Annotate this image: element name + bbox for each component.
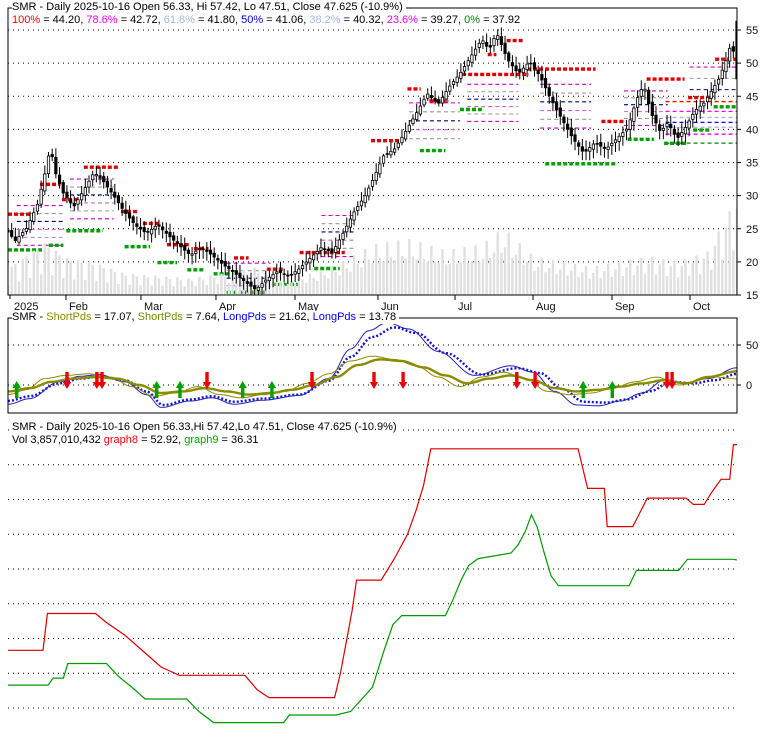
legend-part: = 37.92 xyxy=(480,14,521,26)
x-tick-label: May xyxy=(298,301,319,313)
legend-part: graph8 xyxy=(103,434,139,446)
volume-bars xyxy=(8,209,737,295)
legend-part: ShortPds xyxy=(137,311,183,323)
panel3-ohlc-title: SMR - Daily 2025-10-16 Open 56.33,Hi 57.… xyxy=(12,421,397,433)
panel3-grid xyxy=(8,429,737,709)
legend-part: = 17.07, xyxy=(91,311,138,323)
panel1-ohlc-title: SMR - Daily 2025-10-16 Open 56.33, Hi 57… xyxy=(12,1,403,13)
down-arrow-icon xyxy=(62,372,72,389)
legend-part: graph9 xyxy=(184,434,219,446)
legend-part: 100% xyxy=(12,14,41,26)
panel3-title: SMR - Daily 2025-10-16 Open 56.33,Hi 57.… xyxy=(12,421,400,434)
y-tick-label: 25 xyxy=(746,224,758,236)
y-tick-label: 35 xyxy=(746,158,758,170)
y-tick-label: 0 xyxy=(746,380,752,392)
panel1-title: SMR - Daily 2025-10-16 Open 56.33, Hi 57… xyxy=(12,1,406,14)
x-tick-label: Feb xyxy=(69,301,88,313)
legend-part: = 40.32, xyxy=(340,14,387,26)
stop-line-graph9 xyxy=(8,513,737,724)
legend-part: = 42.72, xyxy=(117,14,164,26)
panel1-x-axis: 2025 Feb Mar Apr May Jun Jul Aug Sep Oct xyxy=(9,295,710,313)
legend-part: = 13.78 xyxy=(356,311,397,323)
legend-part: = 36.31 xyxy=(218,434,259,446)
y-tick-label: 15 xyxy=(746,290,758,302)
legend-part: 38.2% xyxy=(309,14,341,26)
panel1-fib-legend: 100% = 44.20, 78.6% = 42.72, 61.8% = 41.… xyxy=(12,14,524,27)
y-tick-label: 50 xyxy=(746,340,758,352)
legend-part: SMR - xyxy=(12,311,47,323)
down-arrow-icon xyxy=(667,372,677,389)
oscillator-lines xyxy=(8,322,737,408)
panel1-grid xyxy=(8,29,737,263)
panel3-volume-legend: Vol 3,857,010,432 graph8 = 52.92, graph9… xyxy=(12,434,262,447)
panel1-overlays xyxy=(8,38,737,295)
legend-part: 23.6% xyxy=(386,14,418,26)
legend-part: LongPds xyxy=(312,311,357,323)
legend-part: = 21.62, xyxy=(266,311,313,323)
down-arrow-icon xyxy=(662,372,672,389)
panel2-y-axis: 50 0 xyxy=(737,340,758,392)
legend-part: 61.8% xyxy=(163,14,195,26)
legend-part: Vol 3,857,010,432 xyxy=(12,434,104,446)
y-tick-label: 50 xyxy=(746,58,758,70)
x-tick-label: 2025 xyxy=(14,301,38,313)
y-tick-label: 20 xyxy=(746,257,758,269)
down-arrow-icon xyxy=(530,372,540,389)
down-arrow-icon xyxy=(369,372,379,389)
up-arrow-icon xyxy=(608,381,617,398)
legend-part: ShortPds xyxy=(46,311,92,323)
up-arrow-icon xyxy=(579,381,588,398)
x-tick-label: Aug xyxy=(536,301,556,313)
down-arrow-icon xyxy=(92,372,102,389)
stop-line-graph8 xyxy=(8,444,737,699)
x-tick-label: Sep xyxy=(615,301,635,313)
legend-part: LongPds xyxy=(222,311,267,323)
legend-part: 78.6% xyxy=(86,14,118,26)
y-tick-label: 40 xyxy=(746,124,758,136)
up-arrow-icon xyxy=(12,381,21,398)
panel2-title: SMR - ShortPds = 17.07, ShortPds = 7.64,… xyxy=(12,311,400,324)
x-tick-label: Mar xyxy=(144,301,163,313)
series-LongPds-dotted xyxy=(8,326,737,407)
panel1-border xyxy=(7,7,738,296)
x-tick-label: Jul xyxy=(458,301,472,313)
y-tick-label: 30 xyxy=(746,191,758,203)
down-arrow-icon xyxy=(202,372,212,389)
y-tick-label: 55 xyxy=(746,25,758,37)
up-arrow-icon xyxy=(238,381,247,398)
up-arrow-icon xyxy=(152,381,161,398)
y-tick-label: 45 xyxy=(746,91,758,103)
legend-part: = 52.92, xyxy=(138,434,185,446)
x-tick-label: Jun xyxy=(381,301,399,313)
down-arrow-icon xyxy=(97,372,107,389)
down-arrow-icon xyxy=(307,372,317,389)
legend-part: 50% xyxy=(241,14,264,26)
legend-part: 0% xyxy=(464,14,481,26)
legend-part: = 41.06, xyxy=(263,14,310,26)
legend-part: = 41.80, xyxy=(194,14,242,26)
up-arrow-icon xyxy=(175,381,185,398)
down-arrow-icon xyxy=(398,372,408,389)
legend-part: = 7.64, xyxy=(182,311,223,323)
series-LongPds-thin xyxy=(8,322,737,408)
down-arrow-icon xyxy=(512,372,521,389)
stop-lines xyxy=(8,444,737,724)
oscillator-signal-arrows xyxy=(12,372,677,398)
legend-part: = 44.20, xyxy=(40,14,87,26)
panel1-candles xyxy=(8,13,737,295)
x-tick-label: Oct xyxy=(693,301,710,313)
up-arrow-icon xyxy=(267,381,277,398)
panel1-y-axis: 55 50 45 40 35 30 25 20 15 xyxy=(737,25,758,302)
x-tick-label: Apr xyxy=(219,301,236,313)
legend-part: = 39.27, xyxy=(417,14,465,26)
